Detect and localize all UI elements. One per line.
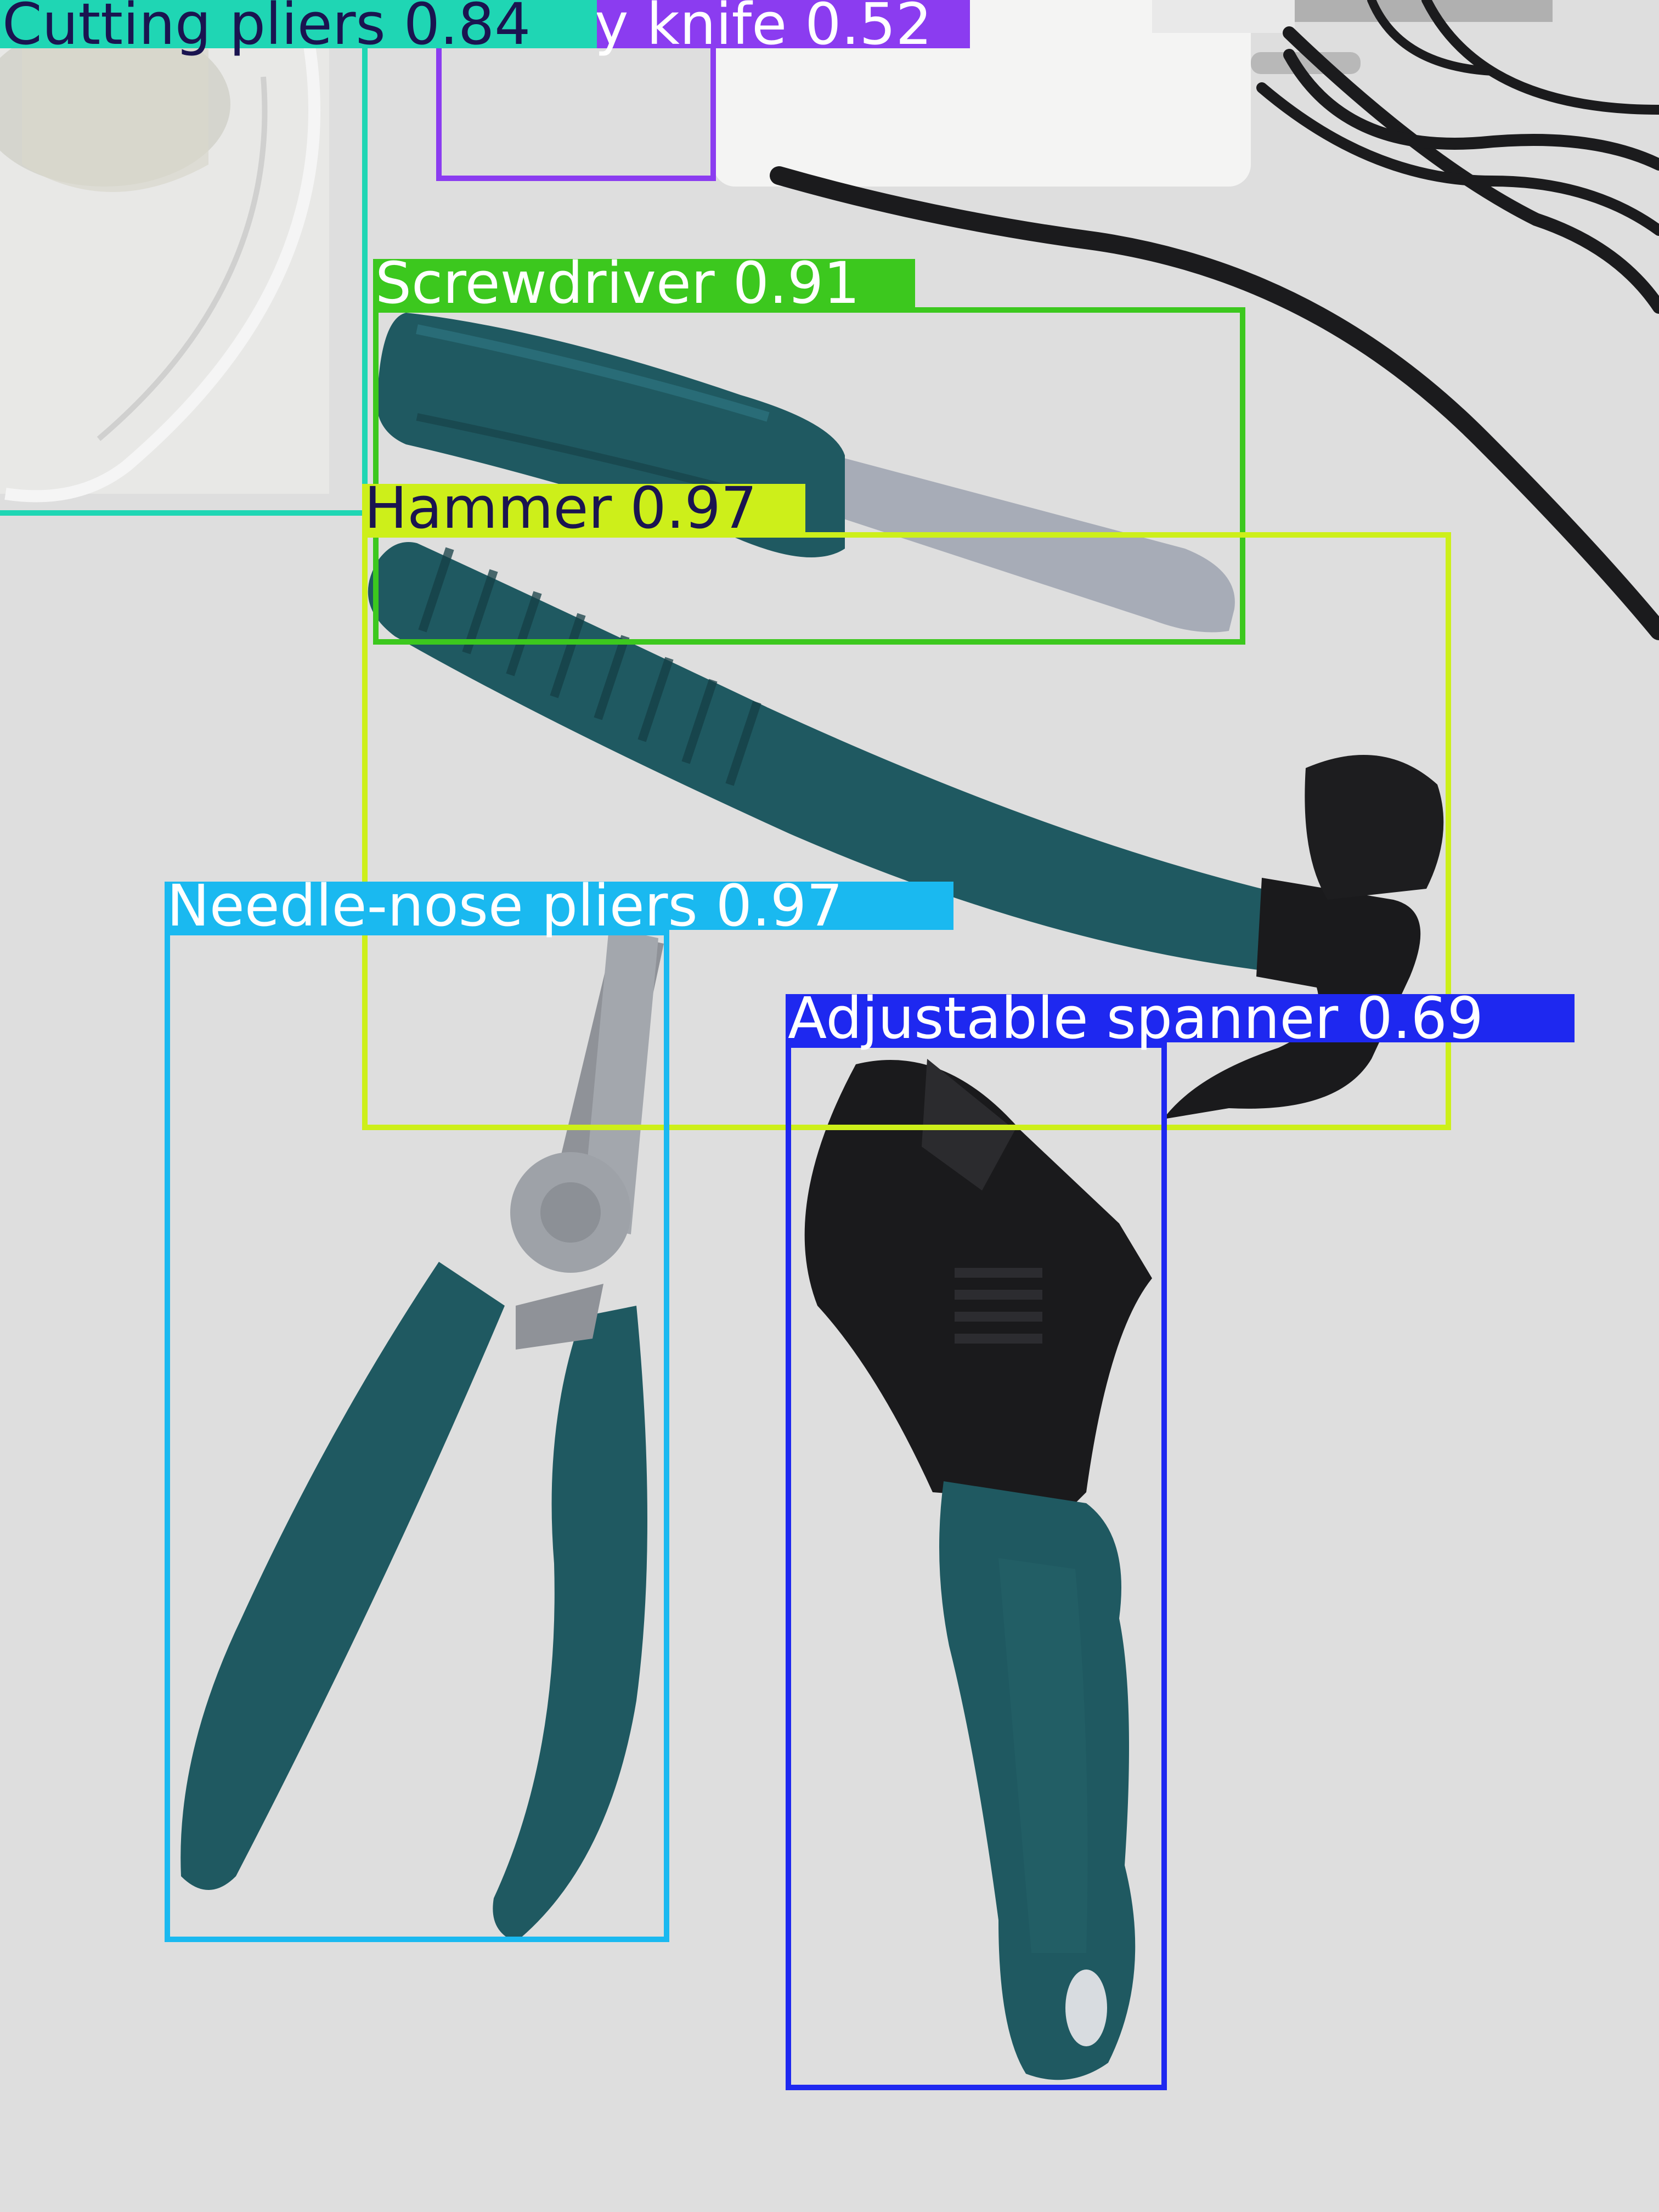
detection-box-utility-knife: [436, 0, 716, 181]
detection-box-hammer: [362, 532, 1451, 1130]
detection-box-cutting-pliers: [0, 0, 368, 516]
detection-box-needle-nose-pliers: [165, 930, 669, 1942]
needle-nose-pliers: [180, 927, 664, 1942]
detection-label-cutting-pliers: Cutting pliers 0.84: [0, 0, 597, 53]
detection-box-adjustable-spanner: [786, 1042, 1167, 2090]
detection-box-screwdriver: [373, 307, 1245, 645]
jar-object: [0, 0, 329, 503]
detection-label-screwdriver: Screwdriver 0.91: [373, 255, 915, 312]
detection-label-hammer: Hammer 0.97: [362, 479, 805, 537]
detection-label-needle-nose-pliers: Needle-nose pliers 0.97: [165, 877, 953, 934]
cables: [770, 0, 1659, 640]
hammer: [368, 542, 1444, 1119]
detection-label-adjustable-spanner: Adjustable spanner 0.69: [786, 990, 1575, 1047]
detection-label-utility-knife: y knife 0.52: [592, 0, 970, 53]
adjustable-spanner: [804, 1059, 1152, 2080]
